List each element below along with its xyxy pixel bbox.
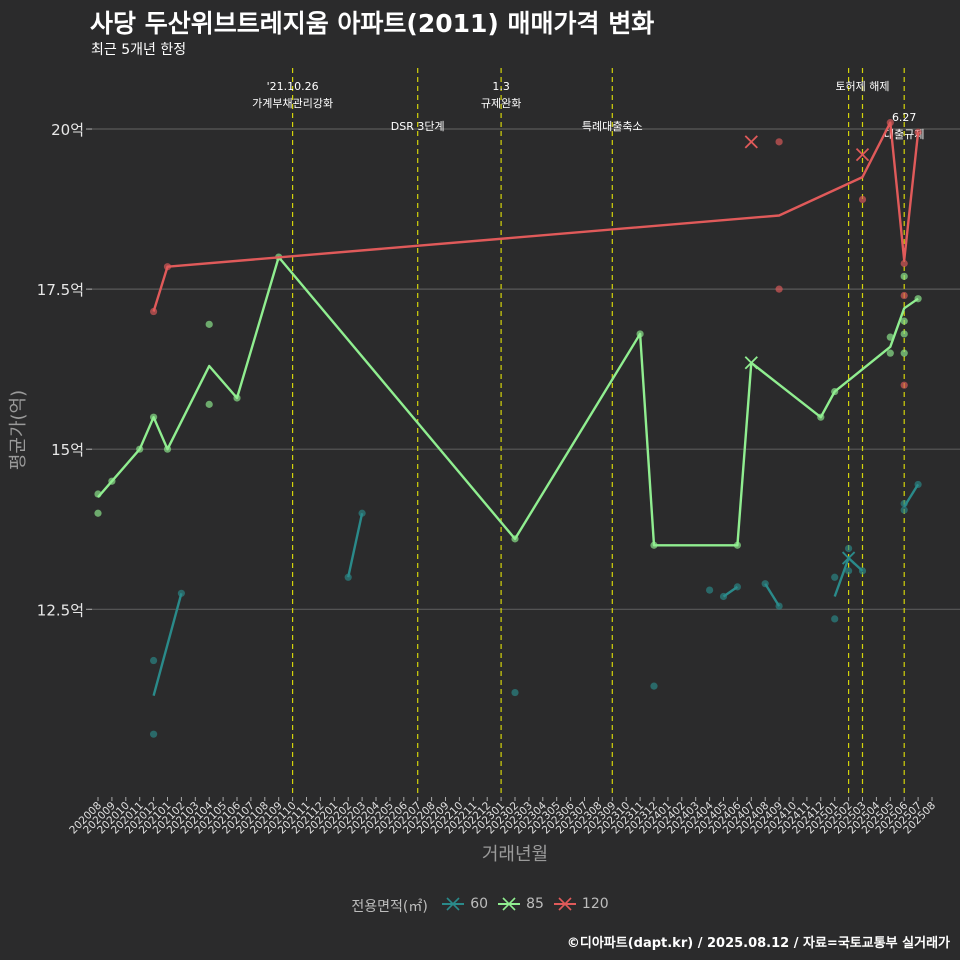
data-point <box>900 330 908 338</box>
x-marker-stroke <box>841 551 856 565</box>
series-line <box>152 121 920 312</box>
data-point <box>831 615 839 623</box>
event-label: 가계부채관리강화 <box>252 97 333 110</box>
legend-item-60: 60 <box>442 896 488 912</box>
y-tick-label: 15억 <box>51 441 84 459</box>
event-label: 특례대출축소 <box>582 120 643 133</box>
legend-title: 전용면적(㎡) <box>351 899 428 915</box>
source-caption: ©디아파트(dapt.kr) / 2025.08.12 / 자료=국토교통부 실… <box>566 936 950 951</box>
data-point <box>845 567 853 575</box>
data-point <box>858 195 867 204</box>
legend-label: 60 <box>470 896 489 912</box>
y-axis-title: 평균가(억) <box>8 390 29 470</box>
data-point <box>886 349 894 357</box>
data-series <box>94 119 922 738</box>
series-line-segment <box>152 592 183 697</box>
data-point <box>511 688 519 697</box>
x-marker-stroke <box>855 148 870 162</box>
data-point <box>900 381 908 389</box>
gridlines <box>88 128 960 610</box>
data-point <box>900 317 908 325</box>
legend-label: 120 <box>581 896 609 912</box>
series-line-segment <box>722 585 739 598</box>
chart-title: 사당 두산위브트레지움 아파트(2011) 매매가격 변화 <box>90 9 655 38</box>
event-label: 규제완화 <box>481 97 521 110</box>
x-axis-title: 거래년월 <box>482 844 548 865</box>
legend-item-85: 85 <box>498 896 544 912</box>
legend-label: 85 <box>526 896 544 912</box>
event-label: DSR 3단계 <box>391 120 445 133</box>
latest-marker <box>855 148 870 162</box>
data-point <box>706 586 714 594</box>
series-85 <box>94 253 922 549</box>
x-marker-stroke <box>744 135 758 149</box>
data-point <box>845 544 853 553</box>
latest-marker <box>744 135 758 149</box>
series-line-segment <box>764 583 781 607</box>
series-120 <box>150 119 922 389</box>
legend-swatch-icon <box>442 897 465 911</box>
legend-item-120: 120 <box>553 896 609 912</box>
event-label: 6.27 <box>892 111 917 124</box>
series-60 <box>150 480 922 738</box>
data-point <box>775 285 783 293</box>
data-point <box>177 589 185 597</box>
data-point <box>900 506 908 514</box>
x-marker-stroke <box>744 356 758 370</box>
series-line-segment <box>347 512 364 578</box>
legend: 전용면적(㎡) 60 85 120 <box>0 896 960 916</box>
data-point <box>775 138 783 146</box>
x-axis: 2020082020092020102020112020122021012021… <box>67 797 938 865</box>
data-point <box>205 320 213 328</box>
event-label: 1.3 <box>492 80 510 93</box>
data-point <box>94 509 102 517</box>
series-line-segment <box>903 483 920 508</box>
event-label: '21.10.26 <box>267 80 319 93</box>
data-point <box>150 730 158 738</box>
event-label: 대출규제 <box>884 128 924 141</box>
data-point <box>205 400 213 408</box>
legend-swatch-icon <box>553 897 576 911</box>
y-tick-label: 17.5억 <box>37 281 84 299</box>
data-point <box>900 259 908 268</box>
data-point <box>900 272 908 280</box>
data-point <box>900 291 908 300</box>
latest-marker <box>744 356 758 370</box>
series-line <box>97 255 919 547</box>
y-tick-label: 12.5억 <box>37 601 84 619</box>
data-point <box>831 573 839 581</box>
data-point <box>650 682 658 690</box>
latest-marker <box>841 551 856 565</box>
event-label: 토허제 해제 <box>835 79 889 93</box>
legend-swatch-icon <box>498 897 521 911</box>
chart-subtitle: 최근 5개년 한정 <box>91 42 187 58</box>
data-point <box>900 349 908 357</box>
data-point <box>150 656 158 665</box>
y-tick-label: 20억 <box>51 121 84 139</box>
